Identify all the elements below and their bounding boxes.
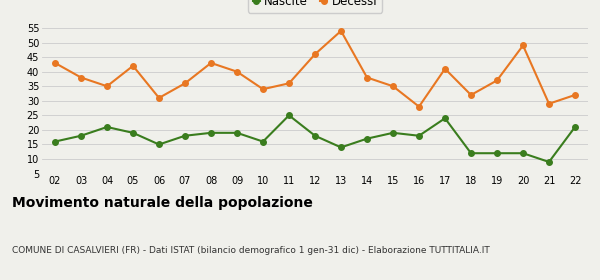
Decessi: [52, 61, 59, 65]
Nascite: [233, 131, 241, 134]
Decessi: [493, 79, 500, 82]
Nascite: [130, 131, 137, 134]
Nascite: [155, 143, 163, 146]
Nascite: [181, 134, 188, 137]
Nascite: [493, 151, 500, 155]
Decessi: [103, 85, 110, 88]
Decessi: [208, 61, 215, 65]
Decessi: [389, 85, 397, 88]
Nascite: [415, 134, 422, 137]
Decessi: [442, 67, 449, 71]
Decessi: [130, 64, 137, 67]
Nascite: [259, 140, 266, 143]
Nascite: [103, 125, 110, 129]
Decessi: [233, 70, 241, 73]
Nascite: [467, 151, 475, 155]
Decessi: [259, 87, 266, 91]
Decessi: [520, 44, 527, 47]
Decessi: [545, 102, 553, 105]
Nascite: [52, 140, 59, 143]
Nascite: [520, 151, 527, 155]
Decessi: [337, 29, 344, 32]
Legend: Nascite, Decessi: Nascite, Decessi: [248, 0, 382, 13]
Nascite: [77, 134, 85, 137]
Nascite: [286, 114, 293, 117]
Decessi: [571, 93, 578, 97]
Line: Nascite: Nascite: [52, 113, 578, 165]
Nascite: [337, 146, 344, 149]
Text: Movimento naturale della popolazione: Movimento naturale della popolazione: [12, 196, 313, 210]
Nascite: [545, 160, 553, 164]
Nascite: [364, 137, 371, 140]
Decessi: [77, 76, 85, 79]
Decessi: [467, 93, 475, 97]
Decessi: [415, 105, 422, 108]
Decessi: [311, 53, 319, 56]
Decessi: [155, 96, 163, 100]
Nascite: [571, 125, 578, 129]
Line: Decessi: Decessi: [52, 28, 578, 109]
Decessi: [364, 76, 371, 79]
Decessi: [286, 82, 293, 85]
Nascite: [208, 131, 215, 134]
Decessi: [181, 82, 188, 85]
Nascite: [389, 131, 397, 134]
Nascite: [311, 134, 319, 137]
Nascite: [442, 116, 449, 120]
Text: COMUNE DI CASALVIERI (FR) - Dati ISTAT (bilancio demografico 1 gen-31 dic) - Ela: COMUNE DI CASALVIERI (FR) - Dati ISTAT (…: [12, 246, 490, 255]
